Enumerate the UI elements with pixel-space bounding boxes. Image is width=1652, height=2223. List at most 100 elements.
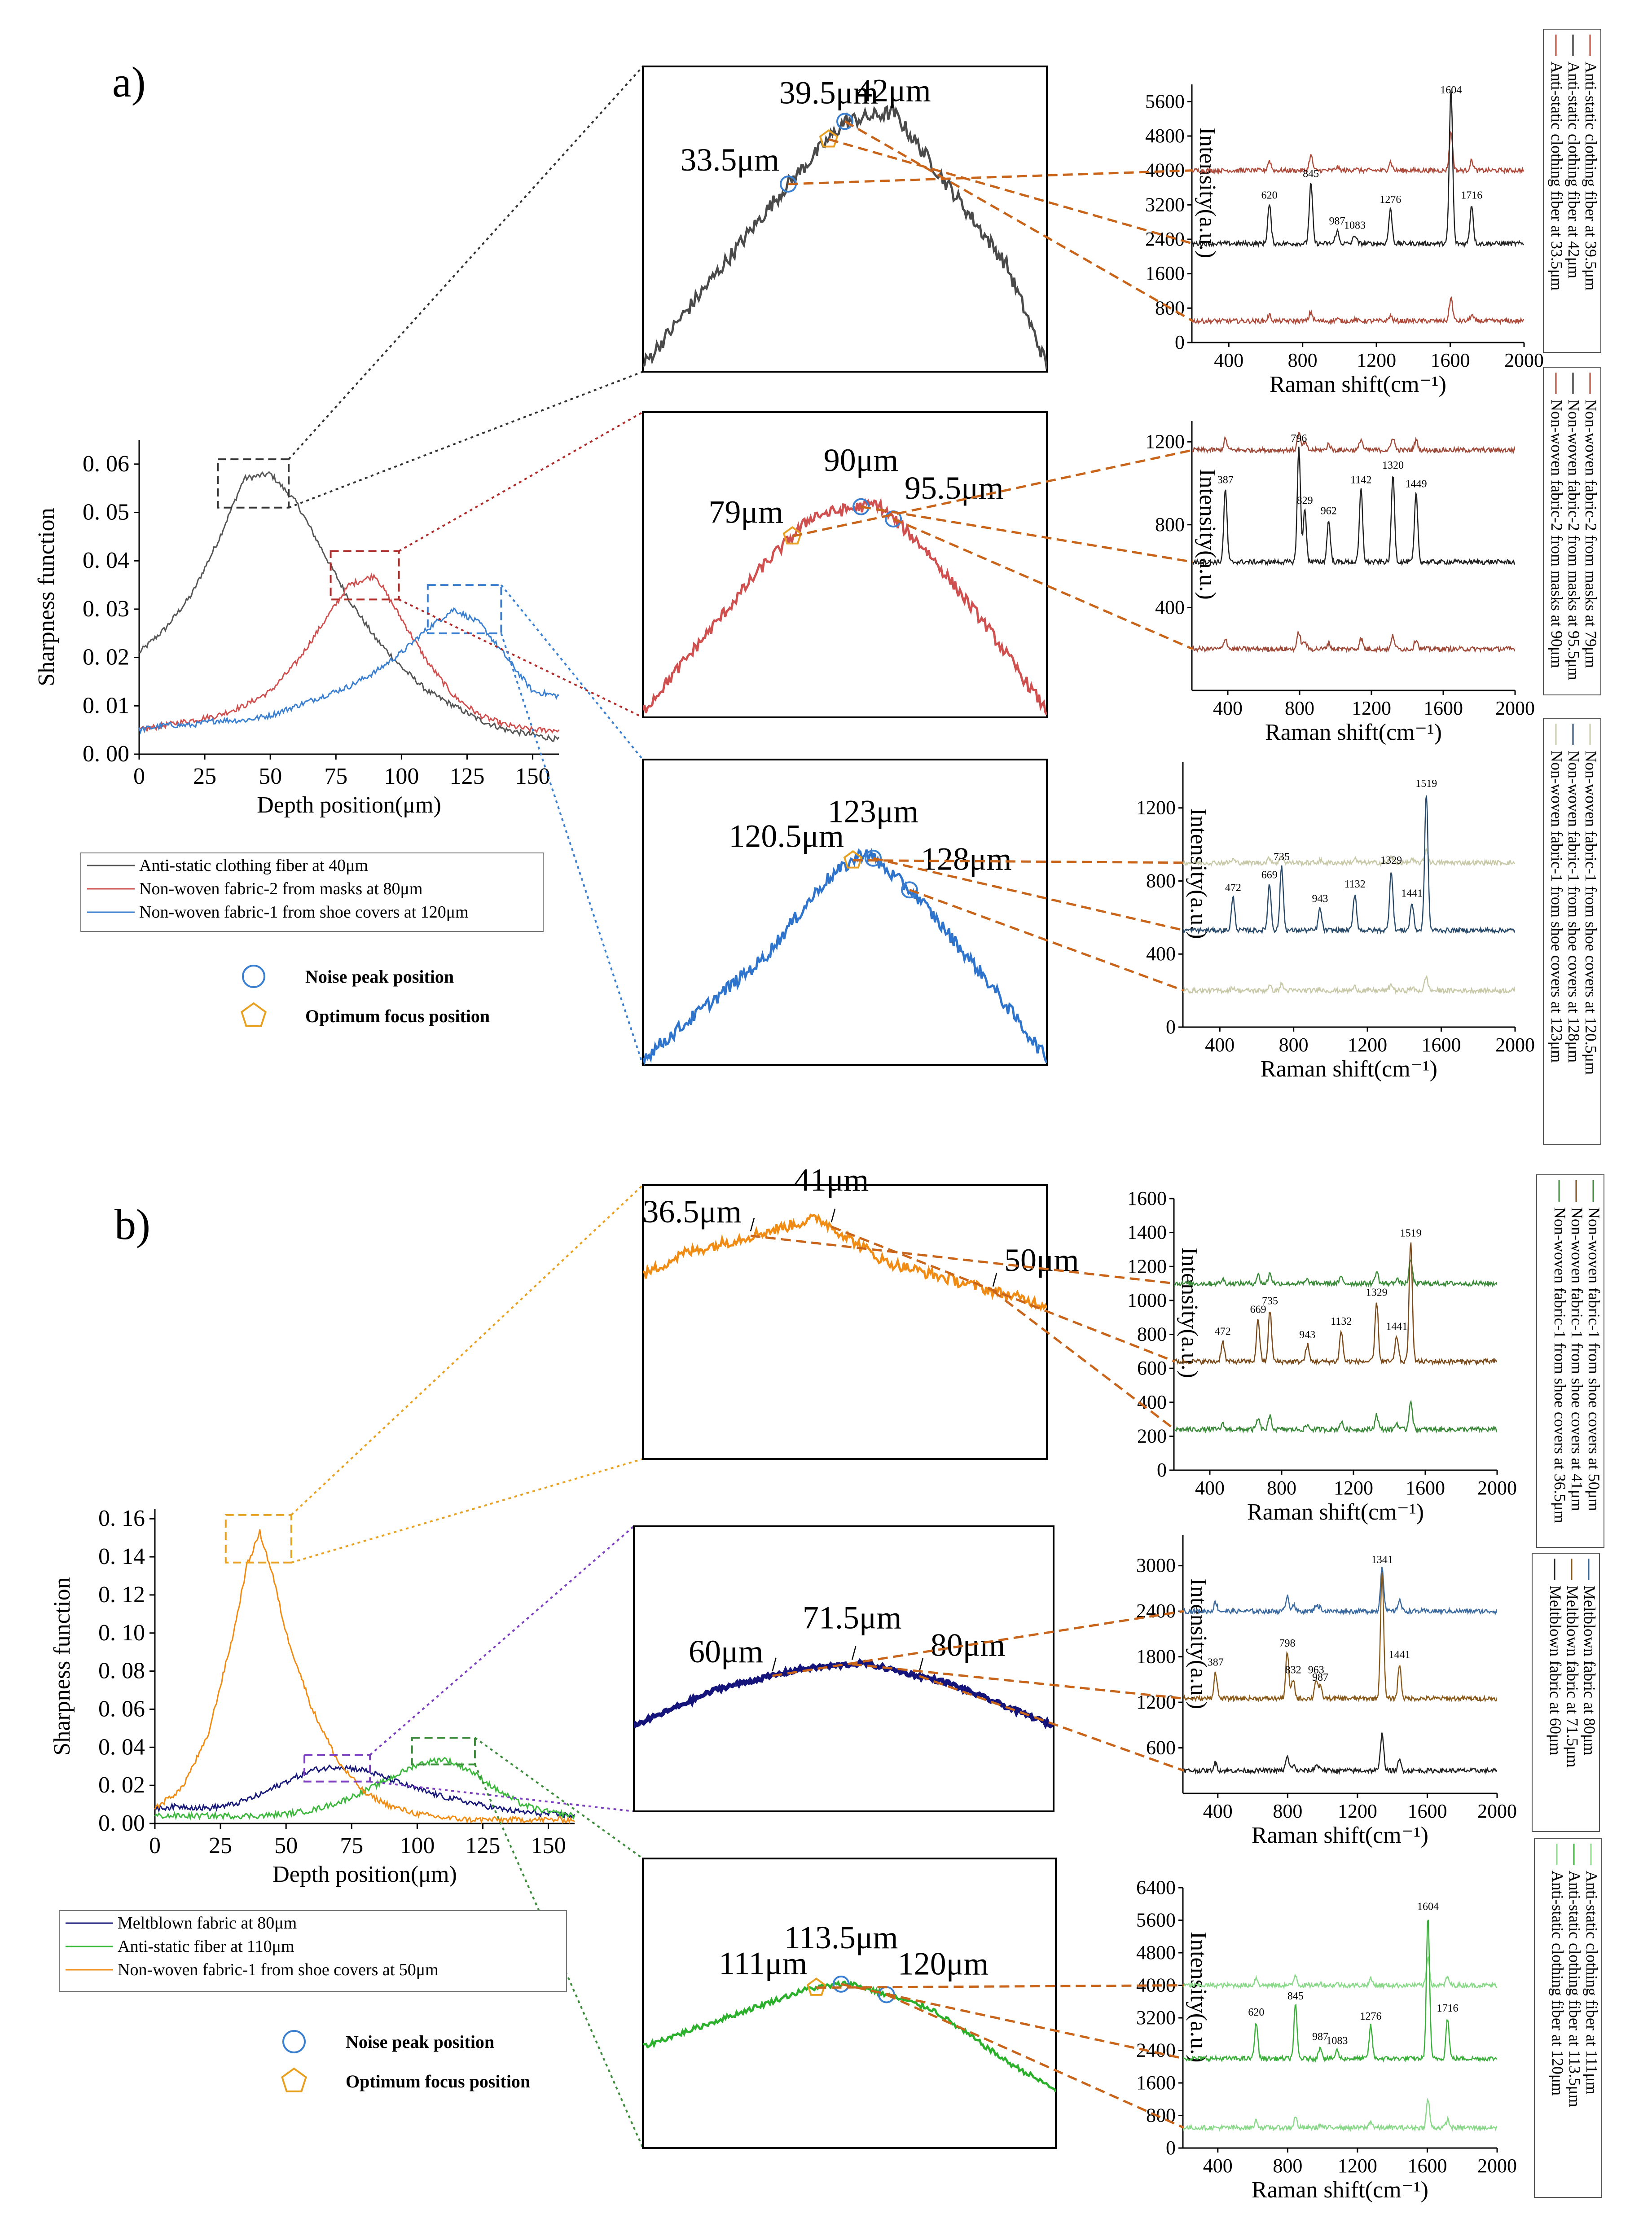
peak-label: 620 — [1261, 189, 1278, 201]
spectrum-x-tick-label: 2000 — [1477, 1477, 1517, 1499]
spectrum-connector — [861, 505, 1193, 563]
series-line-a-0 — [139, 471, 560, 742]
marker-tick — [918, 1658, 924, 1672]
x-tick-label: 0 — [133, 764, 145, 789]
spectrum-connector — [841, 1983, 1184, 2060]
spectrum-connector — [852, 1663, 1184, 1700]
x-tick-label: 75 — [340, 1833, 363, 1858]
x-tick-label: 150 — [515, 764, 550, 789]
spectrum-x-tick-label: 1600 — [1431, 349, 1470, 371]
spectrum-legend-label: Non-woven fabric-1 from shoe covers at 4… — [1568, 1207, 1586, 1511]
y-tick-label: 0. 04 — [83, 548, 129, 573]
zoom-marker-label: 41μm — [794, 1162, 869, 1198]
spectrum-legend-label: Non-woven fabric-1 from shoe covers at 1… — [1582, 751, 1600, 1075]
zoom-connector — [369, 1780, 634, 1812]
series-line-b-1 — [154, 1757, 576, 1821]
spectrum-legend-label: Non-woven fabric-1 from shoe covers at 1… — [1548, 751, 1566, 1063]
zoom-connector — [291, 1458, 643, 1564]
y-axis-title: Sharpness function — [49, 1577, 75, 1755]
spectrum-b-1: 400 800 1200 1600 20006001200180024003000Ram… — [1136, 1535, 1600, 1848]
spectrum-y-tick-label: 1200 — [1136, 797, 1176, 819]
zoom-inset-b-0: 36.5μm 41μm 50μm — [642, 1162, 1079, 1460]
spectrum-y-tick-label: 5600 — [1136, 1909, 1176, 1931]
spectrum-x-tick-label: 2000 — [1495, 697, 1535, 719]
peak-label: 735 — [1262, 1296, 1278, 1307]
main-legend-a: Anti-static clothing fiber at 40μm Non-wo… — [80, 852, 544, 932]
spectrum-y-axis-title: Intensity(a.u.) — [1186, 808, 1211, 939]
spectrum-y-tick-label: 5600 — [1145, 90, 1185, 112]
x-tick-label: 150 — [531, 1833, 566, 1858]
spectrum-x-tick-label: 1600 — [1422, 1034, 1461, 1056]
y-tick-label: 0. 12 — [98, 1582, 145, 1608]
spectrum-x-tick-label: 1200 — [1334, 1477, 1373, 1499]
spectrum-x-tick-label: 800 — [1279, 1034, 1309, 1056]
marker-tick — [750, 1217, 755, 1232]
spectrum-x-tick-label: 1600 — [1407, 1800, 1447, 1822]
spectrum-x-tick-label: 1200 — [1357, 349, 1396, 371]
series-line-b-2 — [154, 1529, 575, 1824]
spectrum-y-tick-label: 800 — [1137, 1323, 1167, 1345]
spectrum-y-tick-label: 1200 — [1127, 1255, 1167, 1277]
noise-peak-marker — [852, 498, 870, 515]
spectrum-x-tick-label: 2000 — [1504, 349, 1544, 371]
y-tick-label: 0. 00 — [98, 1810, 145, 1836]
peak-label: 943 — [1312, 893, 1328, 905]
zoom-connector — [369, 1525, 635, 1756]
legend-label: Anti-static fiber at 110μm — [118, 1937, 294, 1956]
y-tick-label: 0. 00 — [83, 741, 129, 767]
peak-label: 1083 — [1326, 2035, 1348, 2047]
x-tick-label: 0 — [149, 1833, 161, 1858]
spectrum-connector — [772, 1610, 1184, 1677]
noise-peak-marker — [836, 113, 853, 130]
spectrum-x-tick-label: 2000 — [1477, 2155, 1517, 2177]
spectrum-y-axis-title: Intensity(a.u.) — [1186, 1932, 1211, 2063]
spectrum-legend-box — [1534, 1838, 1602, 2198]
spectrum-y-tick-label: 0 — [1166, 1016, 1176, 1038]
highlight-box-a-1 — [330, 550, 400, 601]
spectrum-x-tick-label: 400 — [1205, 1034, 1235, 1056]
marker-tick — [992, 1273, 997, 1287]
spectrum-legend-label: Anti-static clothing fiber at 113.5μm — [1566, 1871, 1584, 2107]
legend-frame — [80, 852, 544, 932]
x-tick-label: 100 — [400, 1833, 435, 1858]
spectrum-y-tick-label: 1800 — [1136, 1646, 1176, 1668]
spectrum-line-2 — [1183, 2098, 1497, 2132]
spectrum-connector — [873, 857, 1184, 931]
spectrum-connector — [893, 518, 1193, 650]
zoom-frame — [642, 66, 1048, 373]
legend-frame — [59, 1910, 567, 1992]
spectrum-a-0: 4008001200160020000800160024003200400048… — [1145, 29, 1601, 397]
spectrum-x-tick-label: 1200 — [1352, 697, 1391, 719]
spectrum-line-0 — [1183, 1567, 1497, 1616]
spectrum-connector — [828, 138, 1193, 245]
peak-label: 669 — [1261, 870, 1278, 881]
zoom-marker-label: 90μm — [824, 442, 899, 478]
spectrum-line-0 — [1183, 848, 1515, 867]
y-tick-label: 0. 03 — [83, 596, 129, 622]
spectrum-x-axis-title: Raman shift(cm⁻¹) — [1270, 372, 1446, 397]
spectrum-line-0 — [1183, 1956, 1497, 1990]
spectrum-x-axis-title: Raman shift(cm⁻¹) — [1261, 1056, 1437, 1082]
spectrum-legend-label: Non-woven fabric-1 from shoe covers at 5… — [1585, 1207, 1603, 1511]
spectrum-line-1 — [1183, 795, 1515, 935]
spectrum-y-tick-label: 3200 — [1145, 193, 1185, 215]
spectrum-connector — [788, 169, 1193, 185]
y-axis-title: Sharpness function — [34, 508, 59, 686]
spectrum-y-tick-label: 600 — [1146, 1737, 1176, 1759]
peak-label: 987 — [1312, 1672, 1328, 1683]
spectrum-y-tick-label: 600 — [1137, 1357, 1167, 1379]
peak-label: 1320 — [1382, 460, 1404, 471]
spectrum-legend-label: Meltblown fabric at 60μm — [1547, 1586, 1564, 1755]
spectrum-x-tick-label: 2000 — [1477, 1800, 1517, 1822]
zoom-connector — [290, 1184, 644, 1516]
zoom-marker-label: 128μm — [921, 841, 1012, 877]
highlight-box-b-0 — [224, 1514, 292, 1564]
marker-tick — [830, 1208, 836, 1223]
spectrum-y-tick-label: 1400 — [1127, 1221, 1167, 1243]
zoom-curve — [643, 104, 1047, 370]
peak-label: 472 — [1215, 1326, 1231, 1338]
x-tick-label: 25 — [193, 764, 216, 789]
